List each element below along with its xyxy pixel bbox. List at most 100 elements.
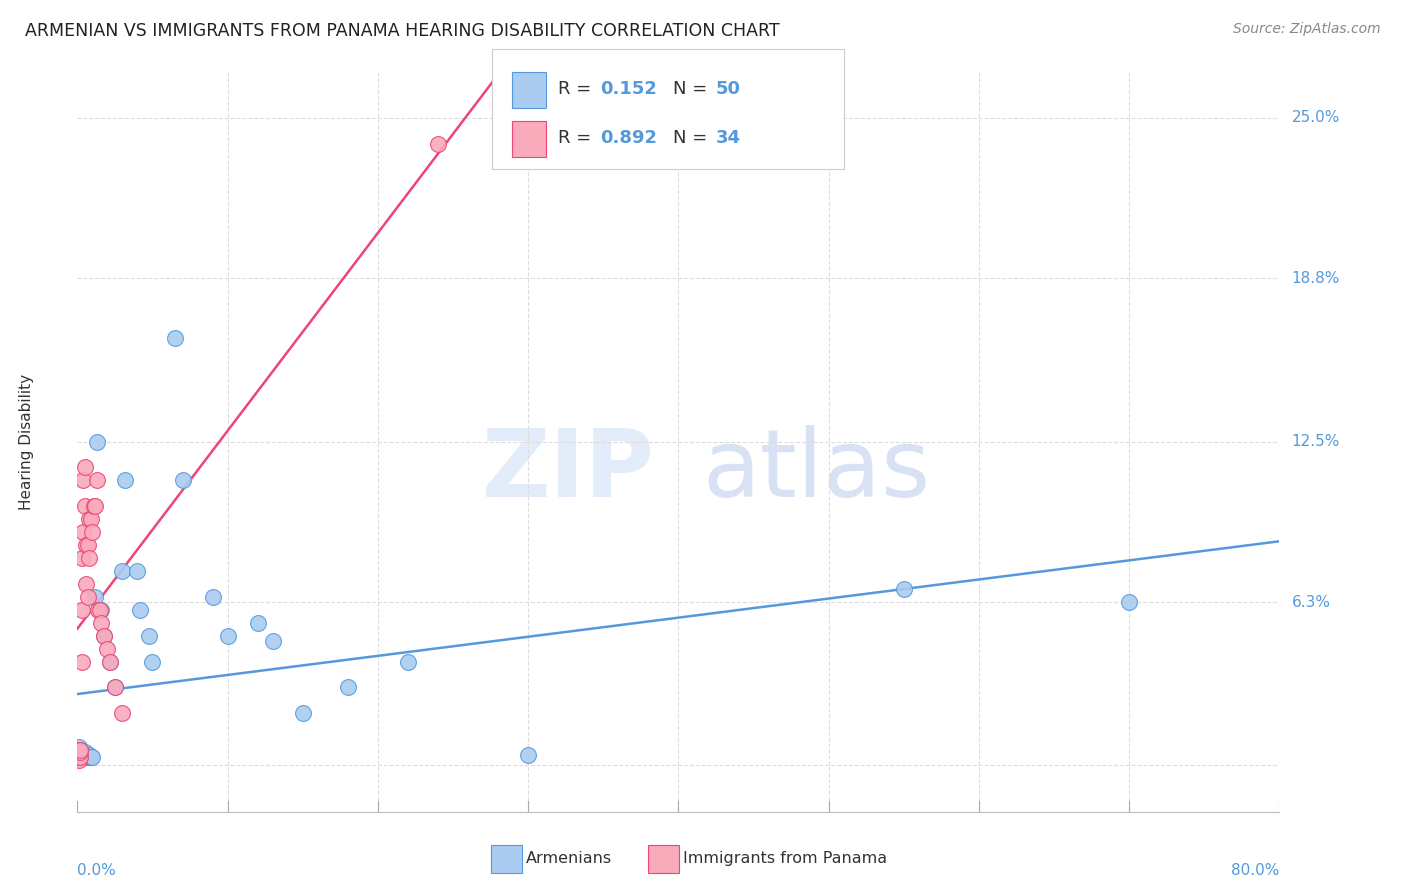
Text: Hearing Disability: Hearing Disability [20,374,34,509]
Point [427,136,450,151]
Point [79,512,101,526]
Point [73,460,96,475]
Point [83,500,105,514]
Point [76,747,98,762]
Point [87,603,110,617]
Point [336,681,359,695]
Text: atlas: atlas [703,425,931,517]
Point [69,742,91,756]
Text: 25.0%: 25.0% [1292,111,1340,126]
Point [79,750,101,764]
Point [96,641,118,656]
Point [246,615,269,630]
Point [67,745,90,759]
Text: N =: N = [673,129,713,147]
Text: 0.0%: 0.0% [77,863,117,879]
Point [75,750,97,764]
Point [76,750,98,764]
Text: 6.3%: 6.3% [1292,595,1330,609]
Point [72,747,94,762]
Text: N =: N = [673,80,713,98]
Point [67,747,90,762]
Point [163,331,186,345]
Point [104,681,127,695]
Point [67,750,90,764]
Point [517,747,540,762]
Text: 80.0%: 80.0% [1232,863,1279,879]
Point [70,750,93,764]
Point [201,590,224,604]
Point [82,750,104,764]
Point [79,551,101,566]
Point [86,434,108,449]
Text: ARMENIAN VS IMMIGRANTS FROM PANAMA HEARING DISABILITY CORRELATION CHART: ARMENIAN VS IMMIGRANTS FROM PANAMA HEARI… [25,22,780,40]
Point [75,538,97,552]
Point [104,681,127,695]
Point [70,745,93,759]
Text: R =: R = [558,80,598,98]
Point [73,747,96,762]
Point [72,525,94,540]
Point [69,750,91,764]
Point [79,747,101,762]
Point [93,629,115,643]
Text: Armenians: Armenians [526,852,612,866]
Point [67,750,90,764]
Point [93,629,115,643]
Text: 50: 50 [716,80,741,98]
Point [69,745,91,759]
Point [70,655,93,669]
Text: 18.8%: 18.8% [1292,271,1340,286]
Point [80,512,103,526]
Point [73,750,96,764]
Text: Immigrants from Panama: Immigrants from Panama [683,852,887,866]
Point [67,745,90,759]
Point [114,474,136,488]
Point [111,706,134,721]
Point [70,551,93,566]
Point [75,577,97,591]
Point [73,500,96,514]
Point [111,564,134,578]
Point [69,745,91,759]
Point [76,590,98,604]
Point [262,633,284,648]
Point [84,590,107,604]
Point [80,750,103,764]
Point [72,474,94,488]
Text: Source: ZipAtlas.com: Source: ZipAtlas.com [1233,22,1381,37]
Point [396,655,419,669]
Point [75,747,97,762]
Point [217,629,239,643]
Point [89,603,111,617]
Point [67,753,90,767]
Point [291,706,314,721]
Point [72,745,94,759]
Point [100,655,122,669]
Point [893,582,915,596]
Point [67,742,90,756]
Point [67,742,90,756]
Point [76,538,98,552]
Point [67,739,90,754]
Text: 0.152: 0.152 [600,80,657,98]
Text: 0.892: 0.892 [600,129,658,147]
Point [69,742,91,756]
Point [69,747,91,762]
Point [72,750,94,764]
Point [129,603,152,617]
Point [70,603,93,617]
Text: ZIP: ZIP [481,425,654,517]
Text: 34: 34 [716,129,741,147]
Point [73,745,96,759]
Point [141,655,163,669]
Point [86,474,108,488]
Point [84,500,107,514]
Point [1118,595,1140,609]
Point [90,603,112,617]
Text: R =: R = [558,129,598,147]
Point [82,525,104,540]
Point [100,655,122,669]
Point [127,564,149,578]
Text: 12.5%: 12.5% [1292,434,1340,449]
